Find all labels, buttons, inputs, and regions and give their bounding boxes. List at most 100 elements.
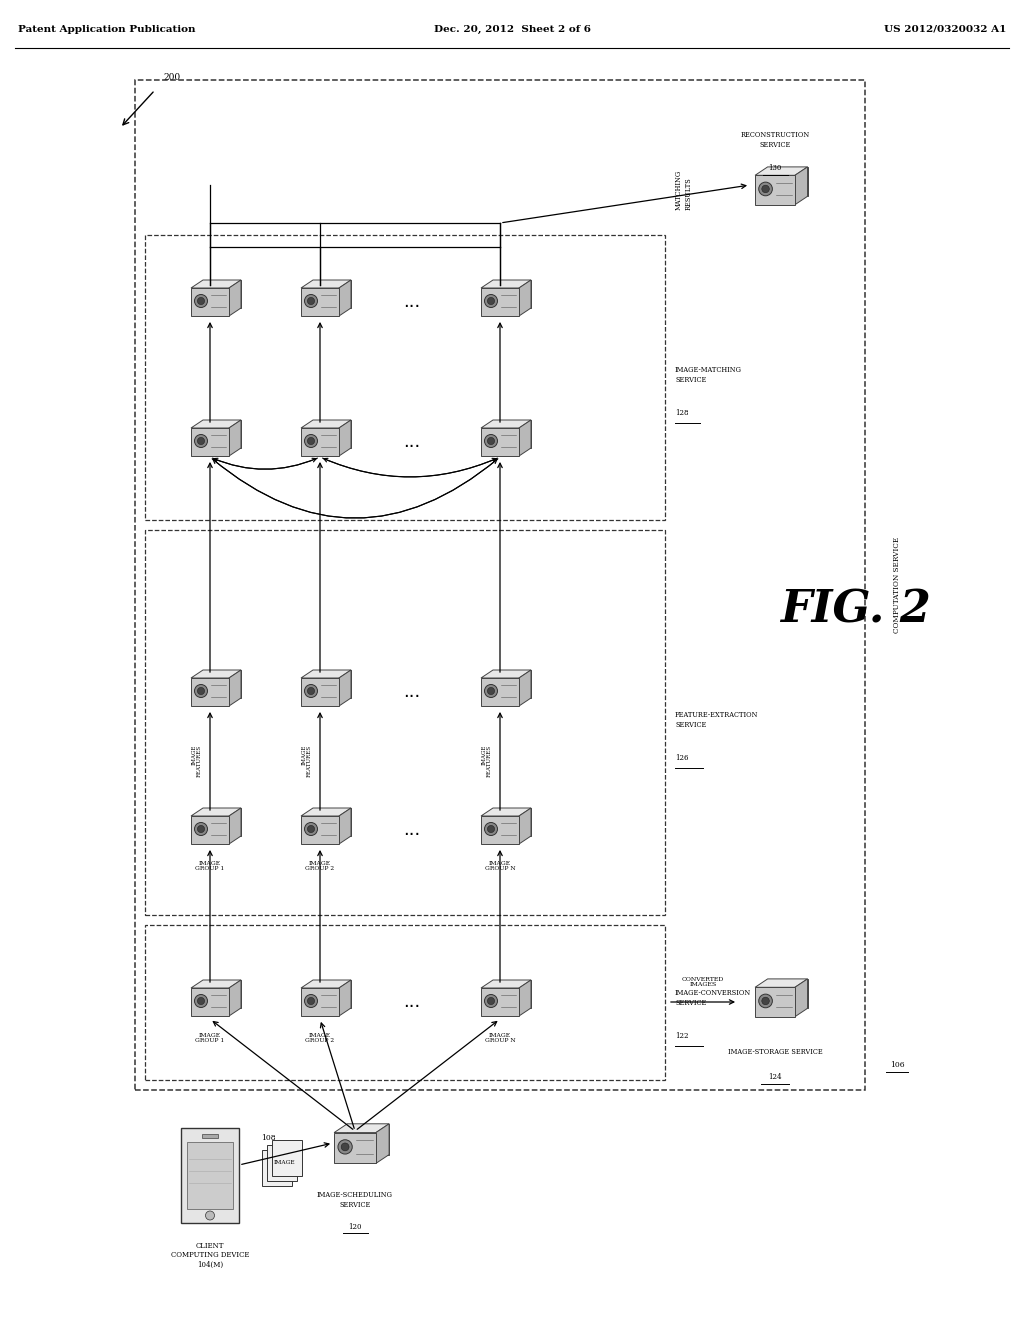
- Polygon shape: [339, 671, 351, 706]
- Circle shape: [484, 994, 498, 1007]
- Bar: [145, 235, 665, 520]
- Bar: [267, 1144, 297, 1181]
- Circle shape: [762, 997, 769, 1005]
- Text: IMAGE
GROUP N: IMAGE GROUP N: [484, 1032, 515, 1043]
- Polygon shape: [493, 671, 531, 698]
- Circle shape: [307, 825, 314, 833]
- Circle shape: [206, 1210, 214, 1220]
- Circle shape: [762, 185, 769, 193]
- Polygon shape: [519, 808, 531, 843]
- Bar: [145, 925, 665, 1080]
- Text: FIG. 2: FIG. 2: [779, 589, 931, 631]
- Polygon shape: [755, 987, 795, 1016]
- Circle shape: [195, 822, 208, 836]
- Polygon shape: [334, 1133, 376, 1163]
- Polygon shape: [203, 420, 241, 447]
- Polygon shape: [481, 280, 531, 288]
- Text: 124: 124: [768, 1073, 781, 1081]
- Polygon shape: [768, 166, 808, 197]
- Polygon shape: [481, 979, 531, 987]
- Bar: [187, 1142, 233, 1209]
- Text: IMAGE-CONVERSION
SERVICE: IMAGE-CONVERSION SERVICE: [675, 990, 752, 1007]
- Polygon shape: [481, 428, 519, 455]
- Polygon shape: [339, 280, 351, 315]
- Circle shape: [307, 688, 314, 694]
- Polygon shape: [203, 671, 241, 698]
- Polygon shape: [301, 678, 339, 706]
- Circle shape: [198, 998, 205, 1005]
- Circle shape: [307, 437, 314, 445]
- Polygon shape: [301, 420, 351, 428]
- Polygon shape: [347, 1123, 389, 1155]
- Polygon shape: [229, 808, 241, 843]
- Polygon shape: [755, 166, 808, 176]
- Polygon shape: [493, 280, 531, 308]
- FancyArrowPatch shape: [324, 458, 498, 477]
- Text: ...: ...: [403, 682, 421, 701]
- Circle shape: [195, 294, 208, 308]
- Polygon shape: [481, 671, 531, 678]
- Circle shape: [484, 434, 498, 447]
- Polygon shape: [755, 979, 808, 987]
- Bar: [202, 1134, 218, 1138]
- Text: IMAGE
FEATURES: IMAGE FEATURES: [481, 744, 492, 777]
- Polygon shape: [795, 979, 808, 1016]
- Polygon shape: [301, 280, 351, 288]
- Polygon shape: [191, 288, 229, 315]
- Polygon shape: [229, 979, 241, 1016]
- Circle shape: [759, 182, 772, 195]
- Circle shape: [487, 437, 495, 445]
- Text: 106: 106: [890, 1061, 904, 1069]
- Polygon shape: [339, 979, 351, 1016]
- Polygon shape: [191, 816, 229, 843]
- Text: 130: 130: [768, 164, 781, 172]
- Bar: [181, 1127, 239, 1222]
- Text: 200: 200: [163, 73, 180, 82]
- Circle shape: [304, 294, 317, 308]
- Polygon shape: [191, 280, 241, 288]
- Bar: [272, 1140, 302, 1176]
- Circle shape: [341, 1143, 349, 1151]
- Text: FEATURE-EXTRACTION
SERVICE: FEATURE-EXTRACTION SERVICE: [675, 711, 759, 729]
- Polygon shape: [191, 420, 241, 428]
- Circle shape: [195, 994, 208, 1007]
- Polygon shape: [481, 420, 531, 428]
- Circle shape: [484, 685, 498, 697]
- Polygon shape: [203, 808, 241, 836]
- Text: 122: 122: [675, 1032, 688, 1040]
- Text: ...: ...: [403, 993, 421, 1011]
- Text: IMAGE-STORAGE SERVICE: IMAGE-STORAGE SERVICE: [728, 1048, 822, 1056]
- Circle shape: [198, 825, 205, 833]
- Polygon shape: [191, 428, 229, 455]
- Bar: [262, 1150, 292, 1185]
- FancyArrowPatch shape: [323, 458, 497, 477]
- Polygon shape: [313, 979, 351, 1008]
- Polygon shape: [493, 808, 531, 836]
- Polygon shape: [334, 1123, 389, 1133]
- Circle shape: [338, 1139, 352, 1154]
- Text: Dec. 20, 2012  Sheet 2 of 6: Dec. 20, 2012 Sheet 2 of 6: [433, 25, 591, 34]
- Polygon shape: [339, 808, 351, 843]
- Text: IMAGE
GROUP 1: IMAGE GROUP 1: [196, 861, 224, 871]
- Polygon shape: [229, 420, 241, 455]
- Polygon shape: [481, 808, 531, 816]
- Polygon shape: [519, 979, 531, 1016]
- Bar: [145, 531, 665, 915]
- Polygon shape: [481, 678, 519, 706]
- Circle shape: [484, 822, 498, 836]
- Polygon shape: [376, 1123, 389, 1163]
- Text: MATCHING
RESULTS: MATCHING RESULTS: [675, 170, 692, 210]
- Polygon shape: [519, 671, 531, 706]
- Polygon shape: [301, 428, 339, 455]
- Polygon shape: [301, 671, 351, 678]
- Polygon shape: [481, 987, 519, 1016]
- Polygon shape: [493, 420, 531, 447]
- Polygon shape: [191, 979, 241, 987]
- Text: IMAGE-MATCHING
SERVICE: IMAGE-MATCHING SERVICE: [675, 367, 742, 384]
- Polygon shape: [191, 808, 241, 816]
- Circle shape: [307, 297, 314, 305]
- Text: IMAGE
GROUP 2: IMAGE GROUP 2: [305, 1032, 335, 1043]
- Text: 128: 128: [675, 409, 688, 417]
- Polygon shape: [313, 280, 351, 308]
- FancyArrowPatch shape: [214, 458, 317, 469]
